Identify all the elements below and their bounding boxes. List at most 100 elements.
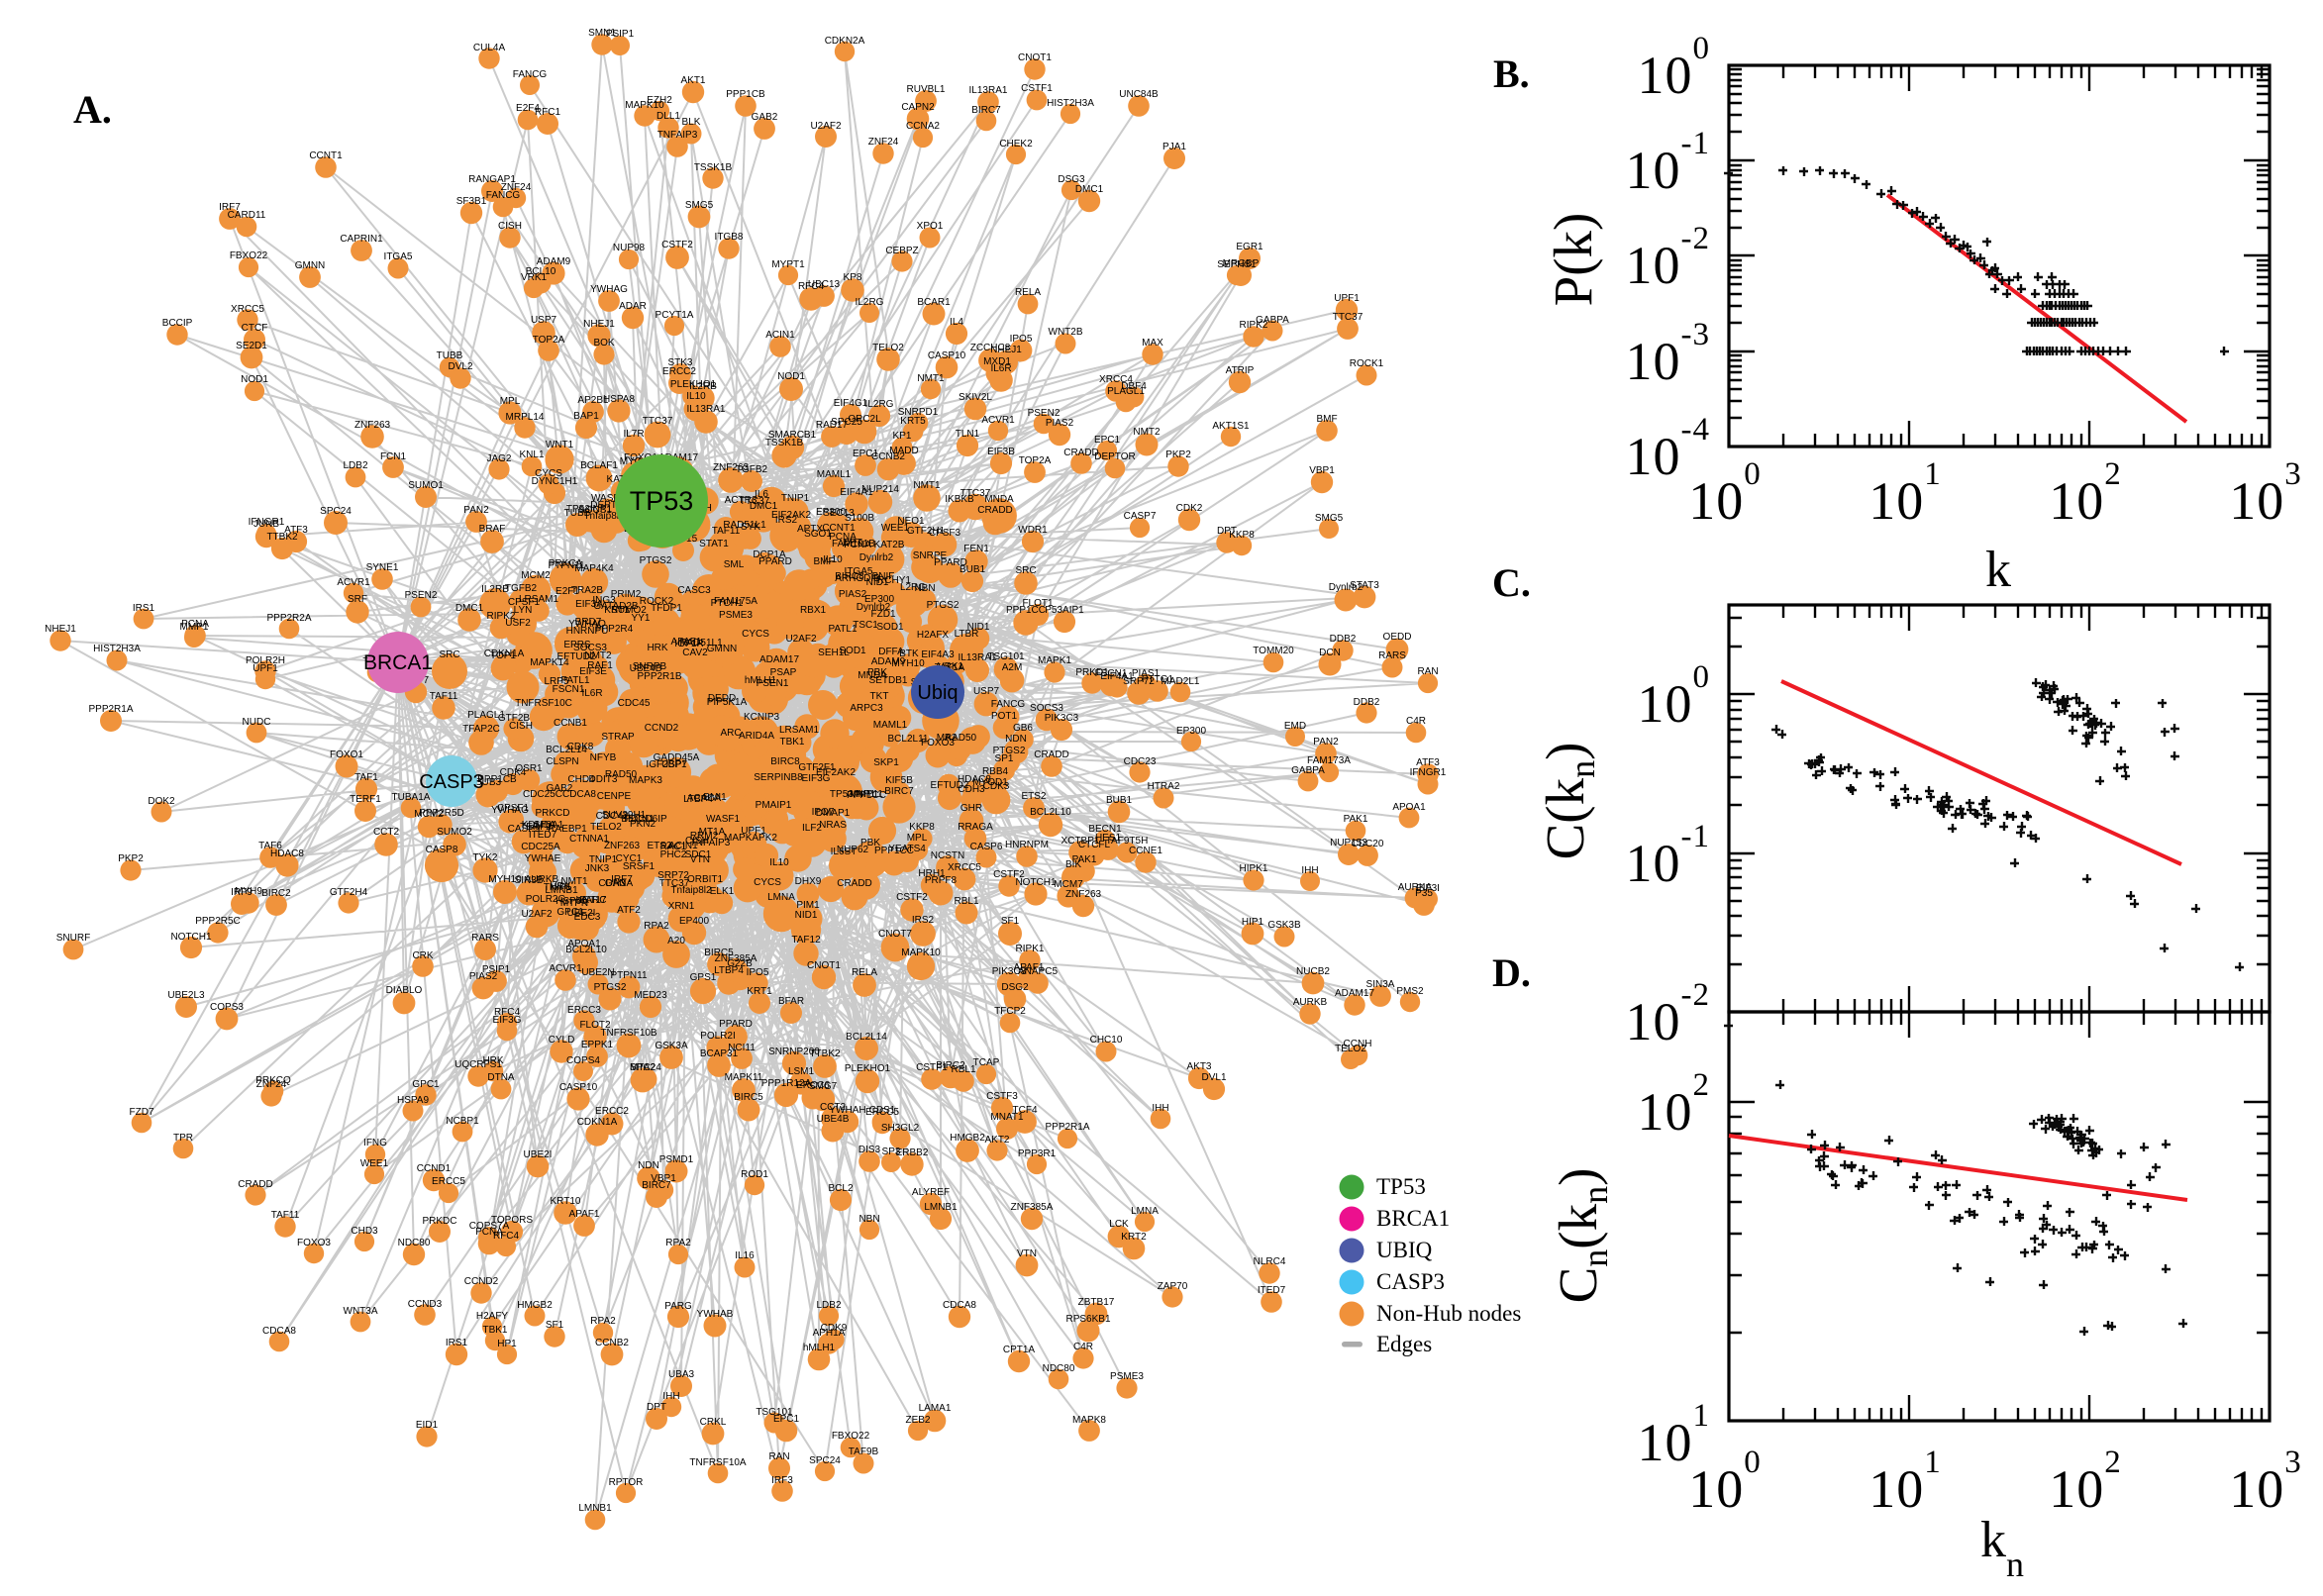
svg-text:OSR1: OSR1 [515, 763, 543, 774]
svg-text:CPSF1: CPSF1 [497, 803, 530, 814]
svg-text:ZEB2: ZEB2 [905, 1415, 930, 1426]
svg-text:CAPN2: CAPN2 [901, 102, 935, 113]
svg-text:SML: SML [724, 559, 745, 570]
svg-text:CDKN1A: CDKN1A [577, 1117, 618, 1128]
svg-text:CCNA2: CCNA2 [906, 121, 940, 132]
svg-text:RUVBL1: RUVBL1 [907, 84, 946, 95]
svg-text:BCCIP: BCCIP [162, 318, 193, 329]
svg-text:TYK2: TYK2 [472, 852, 497, 863]
svg-text:PLAGL1: PLAGL1 [467, 710, 505, 721]
svg-text:FSCN1: FSCN1 [1095, 668, 1128, 679]
svg-text:HNRNPU: HNRNPU [566, 626, 609, 637]
svg-text:JNK3: JNK3 [585, 863, 610, 874]
svg-text:TSC1: TSC1 [853, 620, 878, 631]
svg-text:SRP72: SRP72 [657, 870, 689, 881]
svg-text:NID1: NID1 [795, 910, 818, 921]
svg-text:XRN1: XRN1 [668, 901, 695, 912]
svg-text:BCL2L14: BCL2L14 [846, 1032, 887, 1043]
svg-text:CTCF: CTCF [242, 323, 268, 334]
svg-text:RAD51L1: RAD51L1 [723, 520, 766, 531]
svg-text:UBE2N: UBE2N [581, 967, 614, 978]
svg-text:PRKCD: PRKCD [535, 808, 569, 819]
svg-text:PCNA: PCNA [181, 619, 209, 630]
svg-text:NBN: NBN [914, 583, 935, 594]
svg-text:BCL2L10: BCL2L10 [565, 945, 607, 955]
svg-text:U2AF2: U2AF2 [810, 121, 842, 132]
svg-text:SOCS3: SOCS3 [573, 643, 607, 653]
svg-text:KIF5B: KIF5B [885, 775, 913, 786]
svg-text:ERCC6: ERCC6 [796, 1080, 830, 1091]
svg-text:PRPF8: PRPF8 [925, 875, 958, 886]
svg-text:ZBTB17: ZBTB17 [1078, 1297, 1115, 1308]
svg-text:PSEN2: PSEN2 [405, 590, 438, 601]
svg-text:CNOT1: CNOT1 [1018, 52, 1052, 63]
svg-text:AKT3: AKT3 [1186, 1061, 1211, 1072]
svg-text:BCL2L11: BCL2L11 [888, 734, 929, 745]
svg-text:E2F4: E2F4 [516, 103, 540, 114]
svg-text:PCNA: PCNA [844, 540, 871, 550]
svg-text:CDH3: CDH3 [598, 878, 626, 889]
svg-text:IRS2: IRS2 [775, 515, 798, 526]
svg-text:DVL1: DVL1 [1201, 1072, 1226, 1083]
svg-text:NMT2: NMT2 [1133, 427, 1161, 438]
svg-text:PPP2R5C: PPP2R5C [195, 916, 241, 927]
svg-text:TNIP1: TNIP1 [781, 493, 810, 504]
svg-text:IGF1R: IGF1R [674, 639, 703, 649]
svg-text:XCTBP1: XCTBP1 [1061, 836, 1100, 847]
svg-text:TUBA1A: TUBA1A [392, 792, 431, 803]
svg-text:CRADD: CRADD [1063, 448, 1099, 458]
svg-text:FANCG: FANCG [486, 190, 521, 201]
svg-text:RAEBP1: RAEBP1 [548, 824, 587, 835]
svg-text:PSIP1: PSIP1 [606, 29, 635, 40]
svg-text:SMARCB1: SMARCB1 [768, 430, 817, 441]
svg-text:HIP1: HIP1 [1242, 917, 1264, 928]
svg-text:HRH1: HRH1 [918, 868, 946, 879]
svg-text:PMS2: PMS2 [1396, 986, 1424, 997]
svg-text:ACVR1: ACVR1 [981, 415, 1015, 426]
svg-text:C(kn): C(kn) [1535, 743, 1602, 860]
svg-text:PARG: PARG [664, 1301, 692, 1312]
svg-text:UBC13: UBC13 [808, 279, 841, 290]
svg-text:EFTUD2: EFTUD2 [931, 780, 969, 791]
svg-text:CRADD: CRADD [837, 878, 872, 889]
svg-text:WNT3A: WNT3A [344, 1306, 378, 1317]
svg-text:MNDA: MNDA [984, 494, 1014, 505]
svg-text:EFTUD2: EFTUD2 [557, 651, 596, 662]
svg-text:HDAC8: HDAC8 [958, 774, 991, 785]
svg-text:SKIV2L: SKIV2L [959, 392, 992, 403]
svg-text:CDC42: CDC42 [596, 811, 629, 822]
svg-text:CASP3: CASP3 [419, 771, 484, 793]
svg-text:HES1: HES1 [1095, 833, 1122, 844]
svg-text:EIF3G: EIF3G [493, 1015, 522, 1026]
svg-text:PPP2R1A: PPP2R1A [1045, 1122, 1089, 1133]
svg-text:PCNA: PCNA [829, 532, 857, 543]
svg-text:TNFAIP3: TNFAIP3 [690, 838, 731, 848]
svg-text:GAB2: GAB2 [547, 783, 573, 794]
svg-text:PATL1: PATL1 [828, 624, 858, 635]
svg-text:YWHAB: YWHAB [697, 1309, 734, 1320]
svg-text:RARS: RARS [1378, 650, 1406, 661]
svg-text:BUB1: BUB1 [1106, 795, 1133, 806]
svg-text:SEC13: SEC13 [823, 508, 855, 519]
svg-text:CRK: CRK [412, 950, 433, 961]
svg-text:PKN2: PKN2 [630, 819, 656, 830]
svg-text:ZNF24: ZNF24 [868, 137, 899, 148]
svg-text:LDB2: LDB2 [816, 1300, 841, 1311]
svg-text:TAF11: TAF11 [271, 1210, 300, 1221]
svg-text:CDK8: CDK8 [567, 742, 594, 752]
svg-text:NUP98: NUP98 [613, 243, 646, 253]
svg-text:POLR2G: POLR2G [526, 894, 566, 905]
svg-text:UBE4B: UBE4B [630, 663, 662, 674]
svg-text:ERCC5: ERCC5 [432, 1176, 465, 1187]
svg-text:PATL1: PATL1 [560, 675, 590, 686]
svg-text:FLOT2: FLOT2 [579, 1020, 611, 1031]
svg-text:CSTF2: CSTF2 [661, 240, 693, 250]
svg-text:DEDD: DEDD [708, 693, 736, 704]
svg-text:UBA3: UBA3 [668, 1369, 695, 1380]
svg-text:TTBK2: TTBK2 [266, 532, 298, 543]
svg-text:BIRC5: BIRC5 [704, 948, 734, 958]
svg-text:SOCS1: SOCS1 [578, 505, 612, 516]
svg-text:BUB1: BUB1 [960, 564, 986, 575]
svg-text:FANCG: FANCG [991, 699, 1026, 710]
svg-text:VTN: VTN [690, 854, 710, 865]
